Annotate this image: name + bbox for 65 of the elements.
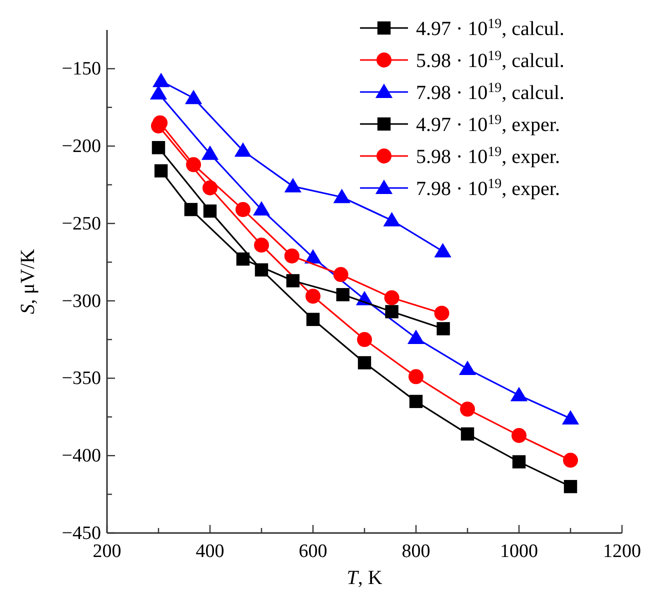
point	[512, 428, 526, 443]
point	[284, 178, 302, 192]
point	[434, 244, 451, 258]
legend-label: 4.97 · 10$^{19}$, exper.	[416, 112, 560, 136]
x-axis-title: T, K	[346, 567, 383, 589]
point	[357, 332, 372, 348]
point	[564, 480, 578, 494]
y-axis-title: S, μV/K	[17, 248, 39, 314]
point	[304, 250, 322, 264]
point	[333, 267, 348, 282]
point	[154, 164, 168, 178]
point	[460, 402, 475, 417]
legend-label: 7.98 · 10$^{19}$, exper.	[416, 176, 560, 200]
point	[150, 86, 167, 100]
point	[152, 141, 166, 154]
x-tick-label: 800	[402, 541, 430, 562]
point	[203, 204, 217, 218]
point	[434, 306, 450, 321]
point	[284, 248, 300, 264]
legend-label: 5.98 · 10$^{19}$, exper.	[416, 144, 560, 168]
point	[184, 202, 198, 216]
point	[234, 142, 252, 157]
point	[202, 180, 218, 196]
legend-label: 5.98 · 10$^{19}$, calcul.	[416, 48, 564, 72]
point	[286, 274, 300, 288]
point	[306, 288, 320, 304]
point	[253, 202, 270, 216]
y-tick-label: −450	[62, 523, 101, 544]
point	[336, 288, 350, 302]
point	[563, 452, 578, 468]
point	[385, 305, 398, 318]
point	[384, 290, 400, 306]
point	[436, 322, 450, 336]
point	[459, 361, 476, 375]
point	[512, 455, 526, 468]
y-tick-label: −350	[62, 368, 101, 390]
point	[334, 189, 350, 204]
x-tick-label: 1200	[603, 541, 641, 562]
y-tick-label: −300	[62, 290, 101, 312]
x-tick-label: 400	[196, 541, 224, 562]
legend-label: 4.97 · 10$^{19}$, calcul.	[416, 16, 564, 40]
x-tick-label: 200	[92, 541, 122, 562]
point	[152, 73, 170, 88]
x-tick-label: 1000	[500, 541, 538, 562]
point	[562, 410, 579, 424]
y-tick-label: −400	[62, 446, 101, 467]
point	[408, 369, 424, 384]
point	[306, 312, 320, 326]
point	[358, 356, 372, 370]
point	[186, 157, 202, 172]
point	[409, 394, 423, 408]
point	[235, 202, 250, 218]
x-tick-label: 600	[298, 541, 328, 562]
point	[408, 330, 424, 344]
point	[384, 212, 400, 226]
point	[202, 146, 218, 160]
point	[236, 252, 250, 266]
legend-label: 7.98 · 10$^{19}$, calcul.	[416, 80, 564, 104]
y-tick-label: −150	[62, 58, 101, 80]
point	[185, 90, 202, 104]
y-tick-label: −200	[62, 136, 101, 158]
y-tick-label: −250	[62, 213, 101, 234]
point	[510, 387, 528, 402]
point	[254, 238, 269, 253]
point	[460, 427, 474, 441]
